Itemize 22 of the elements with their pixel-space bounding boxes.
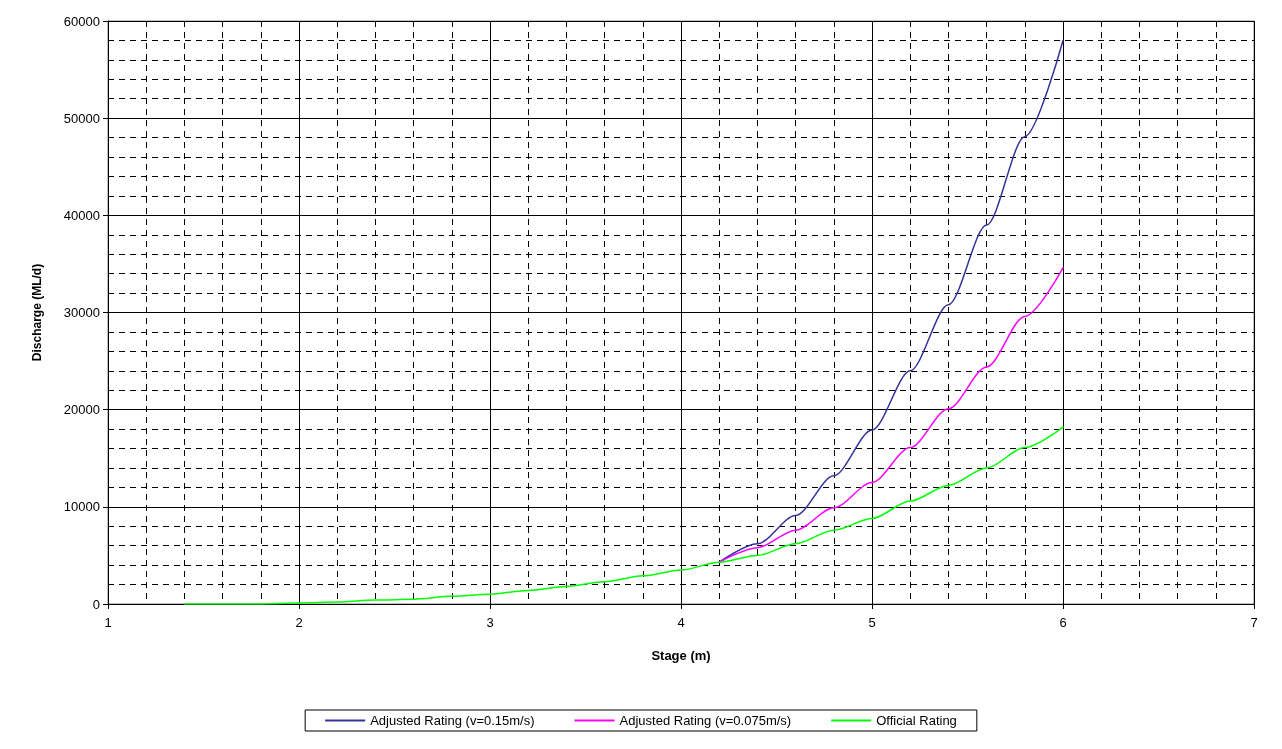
x-tick-label: 1 bbox=[104, 615, 112, 630]
x-axis-title: Stage (m) bbox=[651, 648, 711, 663]
y-tick-label: 0 bbox=[92, 596, 100, 612]
x-tick-label: 7 bbox=[1250, 615, 1258, 630]
y-tick-label: 30000 bbox=[63, 305, 100, 320]
y-tick-label: 40000 bbox=[63, 207, 100, 223]
legend-label: Adjusted Rating (v=0.075m/s) bbox=[619, 713, 792, 728]
x-tick-label: 6 bbox=[1059, 615, 1067, 630]
line-series bbox=[718, 267, 1064, 563]
y-axis-title: Discharge (ML/d) bbox=[30, 263, 44, 362]
x-tick-label: 2 bbox=[295, 615, 303, 630]
line-series bbox=[183, 426, 1064, 605]
x-tick-label: 4 bbox=[677, 615, 685, 630]
line-series bbox=[718, 39, 1064, 563]
legend-label: Official Rating bbox=[876, 713, 957, 728]
x-tick-label: 3 bbox=[486, 615, 494, 630]
y-tick-label: 60000 bbox=[63, 13, 100, 29]
legend-label: Adjusted Rating (v=0.15m/s) bbox=[370, 713, 535, 728]
x-tick-label: 5 bbox=[868, 615, 876, 630]
y-tick-label: 50000 bbox=[63, 110, 100, 126]
y-tick-label: 20000 bbox=[63, 402, 100, 418]
y-tick-label: 10000 bbox=[63, 499, 100, 515]
